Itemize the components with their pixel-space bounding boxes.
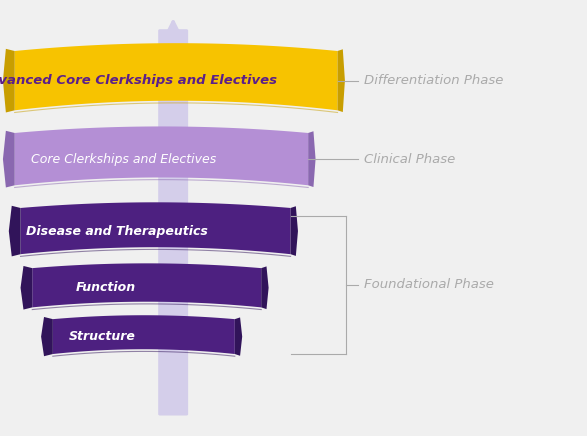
Text: Core Clerkships and Electives: Core Clerkships and Electives bbox=[31, 153, 216, 166]
Polygon shape bbox=[291, 206, 298, 256]
Text: Clinical Phase: Clinical Phase bbox=[364, 153, 455, 166]
Polygon shape bbox=[308, 131, 316, 187]
Polygon shape bbox=[21, 266, 32, 310]
Polygon shape bbox=[338, 49, 345, 112]
Polygon shape bbox=[21, 202, 291, 254]
Polygon shape bbox=[41, 317, 53, 356]
Text: Disease and Therapeutics: Disease and Therapeutics bbox=[26, 225, 208, 238]
Polygon shape bbox=[3, 49, 15, 112]
Text: Function: Function bbox=[76, 281, 136, 294]
FancyBboxPatch shape bbox=[158, 29, 188, 416]
Polygon shape bbox=[15, 126, 308, 185]
Polygon shape bbox=[32, 263, 261, 307]
Polygon shape bbox=[15, 43, 338, 110]
Text: Advanced Core Clerkships and Electives: Advanced Core Clerkships and Electives bbox=[0, 74, 278, 87]
Polygon shape bbox=[261, 266, 269, 309]
Polygon shape bbox=[53, 315, 235, 354]
Polygon shape bbox=[9, 206, 21, 256]
Polygon shape bbox=[235, 317, 242, 356]
Text: Differentiation Phase: Differentiation Phase bbox=[364, 74, 503, 87]
Text: Foundational Phase: Foundational Phase bbox=[364, 278, 494, 291]
Polygon shape bbox=[3, 131, 15, 187]
Text: Structure: Structure bbox=[69, 330, 136, 343]
